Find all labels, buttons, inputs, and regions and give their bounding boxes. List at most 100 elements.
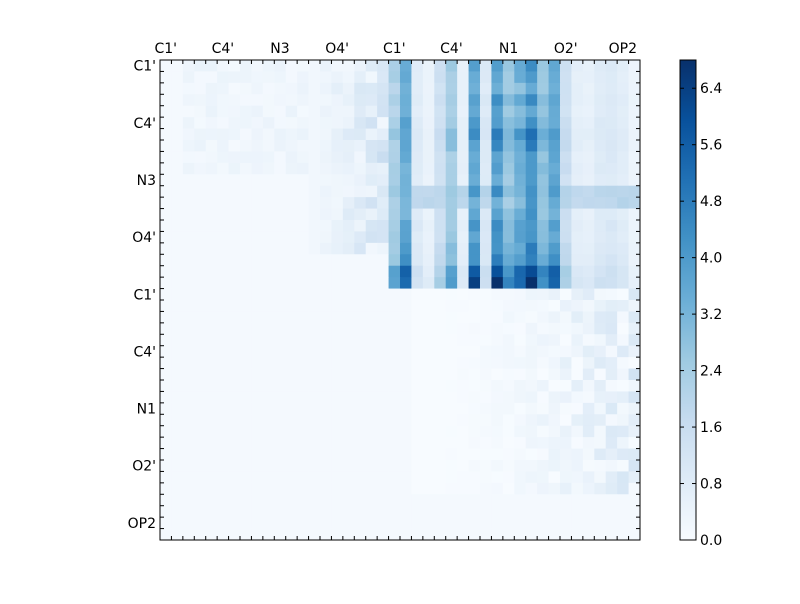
x-tick-label: O4' [325, 41, 349, 57]
heatmap-cell [365, 174, 378, 187]
heatmap-cell [617, 300, 629, 312]
heatmap-cell [457, 505, 469, 518]
heatmap-cell [217, 162, 229, 175]
heatmap-cell [617, 482, 629, 495]
heatmap-cell [548, 208, 561, 221]
heatmap-cell [308, 174, 321, 187]
heatmap-cell [525, 277, 538, 289]
heatmap-cell [525, 174, 538, 187]
heatmap-cell [171, 231, 184, 244]
heatmap-cell [365, 322, 378, 335]
heatmap-cell [217, 128, 229, 141]
heatmap-cell [457, 528, 469, 541]
heatmap-cell [480, 322, 492, 335]
heatmap-cell [194, 460, 207, 472]
heatmap-cell [617, 231, 629, 244]
heatmap-cell [537, 391, 549, 404]
heatmap-cell [262, 94, 275, 107]
heatmap-cell [422, 528, 435, 541]
heatmap-cell [182, 82, 195, 95]
heatmap-cell [594, 505, 607, 518]
heatmap-cell [560, 311, 572, 324]
heatmap-cell [171, 140, 184, 152]
heatmap-cell [342, 402, 355, 415]
heatmap-cell [354, 437, 367, 449]
heatmap-cell [422, 94, 435, 107]
heatmap-cell [514, 448, 527, 461]
heatmap-cell [605, 471, 618, 484]
heatmap-cell [297, 242, 309, 255]
heatmap-cell [251, 208, 264, 221]
heatmap-cell [342, 185, 355, 198]
heatmap-cell [628, 231, 641, 244]
heatmap-cell [331, 151, 344, 164]
heatmap-cell [594, 208, 607, 221]
heatmap-cell [160, 174, 172, 187]
heatmap-cell [160, 414, 172, 427]
heatmap-cell [445, 448, 458, 461]
heatmap-cell [548, 448, 561, 461]
heatmap-cell [228, 174, 241, 187]
heatmap-cell [400, 162, 412, 175]
heatmap-cell [331, 128, 344, 141]
heatmap-cell [342, 505, 355, 518]
heatmap-cell [297, 311, 309, 324]
heatmap-cell [194, 140, 207, 152]
heatmap-cell [342, 380, 355, 392]
heatmap-cell [422, 208, 435, 221]
heatmap-cell [182, 482, 195, 495]
heatmap-cell [262, 345, 275, 358]
heatmap-cell [240, 345, 252, 358]
heatmap-cell [171, 368, 184, 381]
heatmap-cell [377, 368, 389, 381]
heatmap-cell [548, 482, 561, 495]
heatmap-cell [605, 517, 618, 529]
heatmap-cell [331, 162, 344, 175]
heatmap-cell [262, 311, 275, 324]
heatmap-cell [274, 425, 287, 438]
heatmap-cell [605, 220, 618, 232]
heatmap-cell [480, 471, 492, 484]
heatmap-cell [480, 254, 492, 267]
heatmap-cell [502, 357, 515, 369]
heatmap-cell [434, 437, 447, 449]
heatmap-cell [514, 128, 527, 141]
heatmap-cell [365, 220, 378, 232]
heatmap-cell [571, 311, 584, 324]
heatmap-cell [171, 128, 184, 141]
heatmap-cell [468, 288, 481, 301]
heatmap-cell [297, 368, 309, 381]
heatmap-cell [251, 82, 264, 95]
heatmap-cell [388, 288, 401, 301]
heatmap-cell [217, 425, 229, 438]
heatmap-cell [468, 71, 481, 84]
heatmap-cell [160, 277, 172, 289]
heatmap-cell [514, 357, 527, 369]
heatmap-cell [297, 94, 309, 107]
heatmap-cell [548, 277, 561, 289]
heatmap-cell [365, 334, 378, 347]
heatmap-cell [594, 254, 607, 267]
heatmap-cell [182, 105, 195, 118]
heatmap-cell [205, 117, 218, 129]
heatmap-cell [160, 391, 172, 404]
heatmap-cell [354, 482, 367, 495]
heatmap-cell [434, 220, 447, 232]
heatmap-cell [297, 208, 309, 221]
heatmap-cell [365, 117, 378, 129]
heatmap-cell [617, 505, 629, 518]
y-tick-label: C4' [133, 116, 156, 132]
heatmap-cell [400, 197, 412, 209]
heatmap-cell [274, 208, 287, 221]
heatmap-cell [217, 334, 229, 347]
heatmap-cell [468, 505, 481, 518]
heatmap-cell [194, 197, 207, 209]
heatmap-cell [571, 494, 584, 507]
heatmap-cell [480, 185, 492, 198]
heatmap-cell [388, 391, 401, 404]
heatmap-cell [594, 357, 607, 369]
heatmap-cell [582, 437, 595, 449]
heatmap-cell [480, 391, 492, 404]
heatmap-cell [537, 300, 549, 312]
heatmap-cell [240, 528, 252, 541]
